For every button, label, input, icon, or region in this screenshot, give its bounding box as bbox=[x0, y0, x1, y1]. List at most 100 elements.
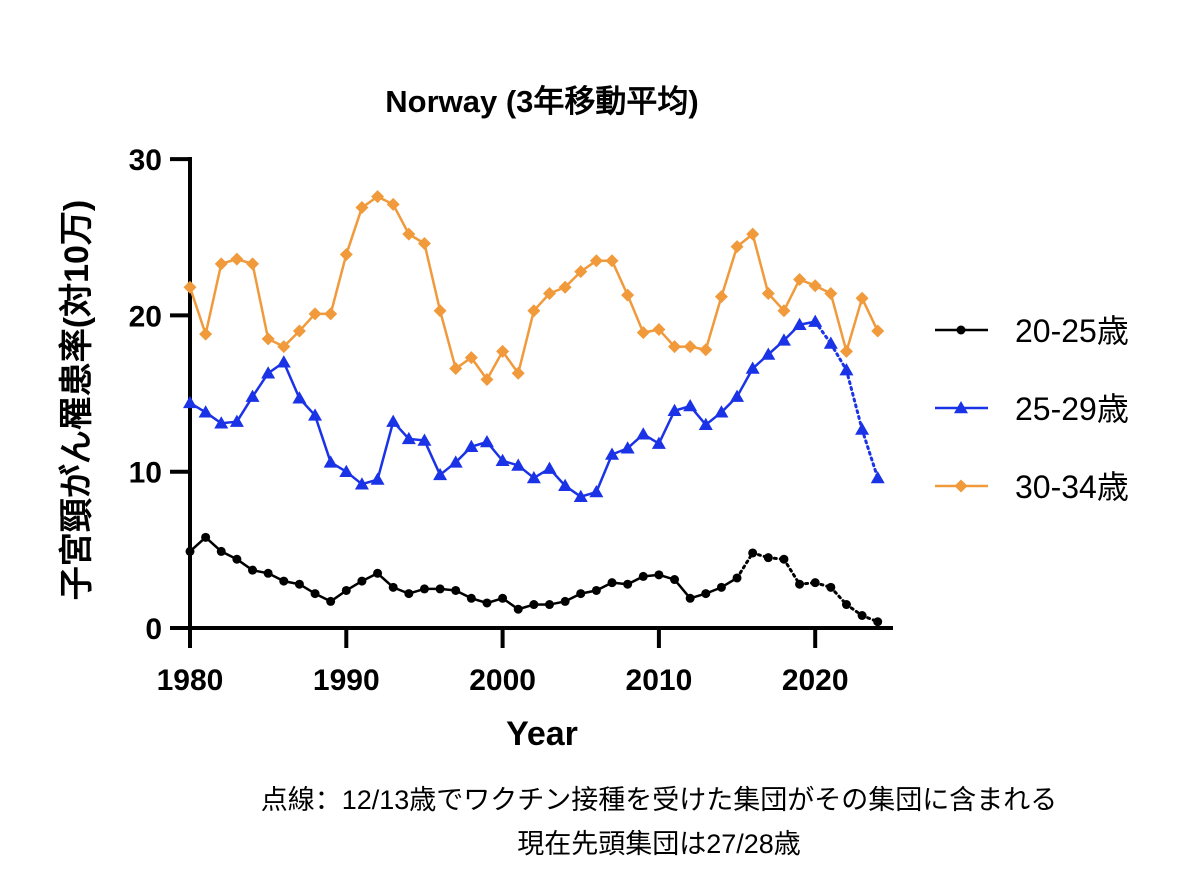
y-tick-label: 20 bbox=[129, 300, 162, 333]
series-segment bbox=[282, 361, 301, 399]
data-point bbox=[386, 414, 401, 427]
data-point bbox=[229, 414, 244, 427]
data-point bbox=[464, 351, 478, 365]
data-point bbox=[401, 431, 416, 445]
data-point bbox=[498, 593, 508, 603]
data-point bbox=[417, 237, 431, 251]
data-point bbox=[857, 610, 867, 620]
data-point bbox=[261, 332, 275, 346]
data-point bbox=[826, 582, 836, 592]
x-tick-label: 1990 bbox=[313, 664, 380, 697]
data-point bbox=[542, 287, 556, 301]
series-segment bbox=[720, 246, 739, 298]
data-point bbox=[591, 585, 601, 595]
data-point bbox=[574, 265, 588, 279]
data-point bbox=[636, 427, 651, 440]
series-segment bbox=[438, 310, 457, 369]
data-point bbox=[792, 317, 807, 331]
data-point bbox=[466, 593, 476, 603]
data-point bbox=[810, 578, 820, 588]
data-point bbox=[839, 344, 853, 358]
data-point bbox=[214, 416, 229, 429]
data-point bbox=[511, 458, 526, 471]
legend-label: 20-25歳 bbox=[1015, 313, 1129, 349]
series-segment bbox=[845, 297, 864, 352]
series-segment-dotted bbox=[844, 368, 864, 431]
data-point bbox=[354, 477, 369, 490]
data-point bbox=[402, 227, 416, 241]
data-point bbox=[544, 600, 554, 610]
series-20-25歳 bbox=[185, 532, 883, 627]
data-point bbox=[373, 568, 383, 578]
series-segment bbox=[204, 263, 223, 335]
data-point bbox=[433, 304, 447, 318]
series-segment bbox=[423, 439, 442, 476]
data-point bbox=[388, 582, 398, 592]
series-segment bbox=[517, 310, 536, 374]
data-point bbox=[511, 366, 525, 380]
data-point bbox=[308, 408, 323, 421]
data-point bbox=[823, 336, 838, 349]
data-point bbox=[605, 254, 619, 268]
legend-label: 30-34歳 bbox=[1015, 469, 1129, 505]
data-point bbox=[761, 347, 776, 360]
series-segment bbox=[313, 415, 332, 463]
data-point bbox=[451, 585, 461, 595]
series-segment bbox=[485, 350, 504, 381]
data-point bbox=[292, 324, 306, 338]
x-tick-label: 2020 bbox=[782, 664, 849, 697]
data-point bbox=[699, 343, 713, 357]
data-point bbox=[198, 405, 213, 418]
data-point bbox=[527, 304, 541, 318]
data-point bbox=[323, 455, 338, 468]
data-point bbox=[496, 344, 510, 358]
data-point bbox=[248, 565, 258, 575]
data-point bbox=[873, 617, 883, 627]
data-point bbox=[763, 553, 773, 563]
data-point bbox=[495, 453, 510, 467]
data-point bbox=[542, 461, 557, 474]
data-point bbox=[308, 307, 322, 321]
x-axis-title: Year bbox=[506, 715, 578, 753]
data-point bbox=[558, 280, 572, 294]
x-tick-label: 2010 bbox=[626, 664, 693, 697]
x-tick-label: 2000 bbox=[469, 664, 536, 697]
data-point bbox=[651, 436, 666, 449]
data-point bbox=[839, 363, 854, 376]
data-point bbox=[855, 422, 870, 435]
data-point bbox=[185, 546, 195, 556]
series-segment bbox=[829, 293, 848, 352]
data-point bbox=[824, 287, 838, 301]
data-point bbox=[745, 361, 760, 374]
data-point bbox=[263, 568, 273, 578]
data-point bbox=[730, 389, 745, 402]
data-point bbox=[701, 589, 711, 599]
data-point bbox=[276, 355, 291, 368]
data-point bbox=[607, 578, 617, 588]
data-point bbox=[793, 272, 807, 286]
data-point bbox=[448, 455, 463, 468]
data-point bbox=[667, 403, 682, 416]
data-point bbox=[216, 546, 226, 556]
data-point bbox=[355, 201, 369, 215]
data-point bbox=[652, 322, 666, 336]
series-30-34歳 bbox=[183, 190, 885, 386]
data-point bbox=[357, 576, 367, 586]
data-point bbox=[576, 589, 586, 599]
data-point bbox=[730, 240, 744, 254]
data-point bbox=[623, 579, 633, 589]
data-point bbox=[560, 596, 570, 606]
data-point bbox=[777, 304, 791, 318]
series-segment bbox=[329, 254, 348, 315]
series-segment-dotted bbox=[860, 427, 880, 480]
legend-item: 25-29歳 bbox=[935, 391, 1129, 427]
legend-marker-triangle-icon bbox=[954, 401, 968, 414]
data-point bbox=[417, 433, 432, 446]
legend-item: 30-34歳 bbox=[935, 469, 1129, 505]
data-point bbox=[638, 571, 648, 581]
data-point bbox=[183, 280, 197, 294]
data-point bbox=[636, 326, 650, 340]
data-point bbox=[573, 489, 588, 502]
x-tick-label: 1980 bbox=[157, 664, 224, 697]
